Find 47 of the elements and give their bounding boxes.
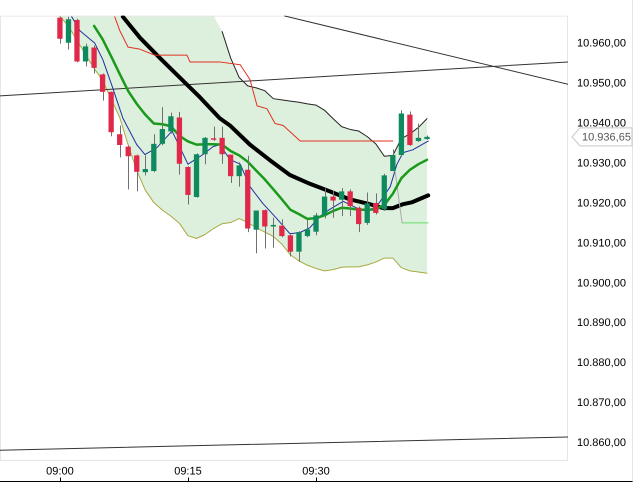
y-tick-label: 10.890,00 bbox=[577, 317, 626, 330]
x-tick-label: 09:00 bbox=[46, 466, 74, 478]
y-tick-label: 10.960,00 bbox=[577, 38, 626, 50]
candlestick bbox=[322, 188, 328, 220]
candlestick bbox=[219, 126, 225, 164]
y-tick-label: 10.860,00 bbox=[577, 437, 626, 450]
y-tick-label: 10.940,00 bbox=[577, 117, 626, 130]
candlestick bbox=[270, 217, 276, 248]
candlestick bbox=[390, 148, 396, 172]
candlestick bbox=[210, 126, 216, 142]
candlestick bbox=[57, 16, 63, 44]
candlestick bbox=[279, 218, 284, 238]
text: 10.936,65 bbox=[582, 131, 631, 144]
x-tick-label: 09:15 bbox=[174, 466, 202, 478]
candlestick bbox=[338, 188, 344, 217]
y-tick-label: 10.900,00 bbox=[577, 277, 626, 290]
candlestick bbox=[100, 73, 106, 102]
candlestick bbox=[296, 230, 302, 262]
candlestick bbox=[373, 192, 378, 216]
candlestick bbox=[348, 188, 353, 217]
y-tick-label: 10.930,00 bbox=[577, 157, 626, 170]
x-tick-label: 09:30 bbox=[302, 466, 330, 478]
candlestick bbox=[356, 206, 362, 233]
candlestick bbox=[330, 190, 336, 218]
candlestick bbox=[202, 136, 208, 165]
candlestick bbox=[82, 43, 88, 67]
candlestick bbox=[304, 218, 310, 238]
candlestick bbox=[142, 154, 148, 176]
candlestick bbox=[117, 124, 122, 158]
y-tick-label: 10.920,00 bbox=[577, 197, 626, 210]
candlestick bbox=[160, 106, 166, 146]
candlestick bbox=[262, 208, 268, 249]
candlestick bbox=[254, 210, 259, 254]
y-tick-label: 10.880,00 bbox=[577, 357, 626, 370]
candlestick bbox=[313, 212, 319, 236]
candlestick bbox=[168, 112, 174, 134]
y-tick-label: 10.870,00 bbox=[577, 397, 626, 410]
y-tick-label: 10.950,00 bbox=[577, 78, 626, 90]
candlestick bbox=[91, 45, 97, 74]
candlestick bbox=[236, 162, 242, 188]
candlestick bbox=[134, 154, 140, 192]
candlestick bbox=[288, 234, 294, 257]
candlestick bbox=[66, 16, 72, 50]
y-tick-label: 10.910,00 bbox=[577, 237, 626, 250]
candlestick bbox=[228, 154, 234, 184]
candlestick bbox=[126, 144, 131, 190]
candlestick bbox=[364, 192, 370, 226]
